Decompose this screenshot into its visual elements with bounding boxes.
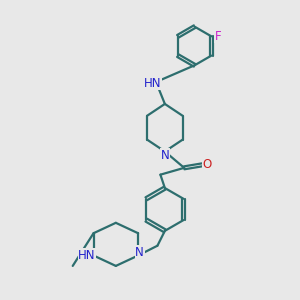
Text: HN: HN [144,76,162,90]
Text: O: O [203,158,212,171]
Text: F: F [214,30,221,43]
Text: HN: HN [78,249,96,262]
Text: N: N [160,148,169,162]
Text: N: N [135,246,144,259]
